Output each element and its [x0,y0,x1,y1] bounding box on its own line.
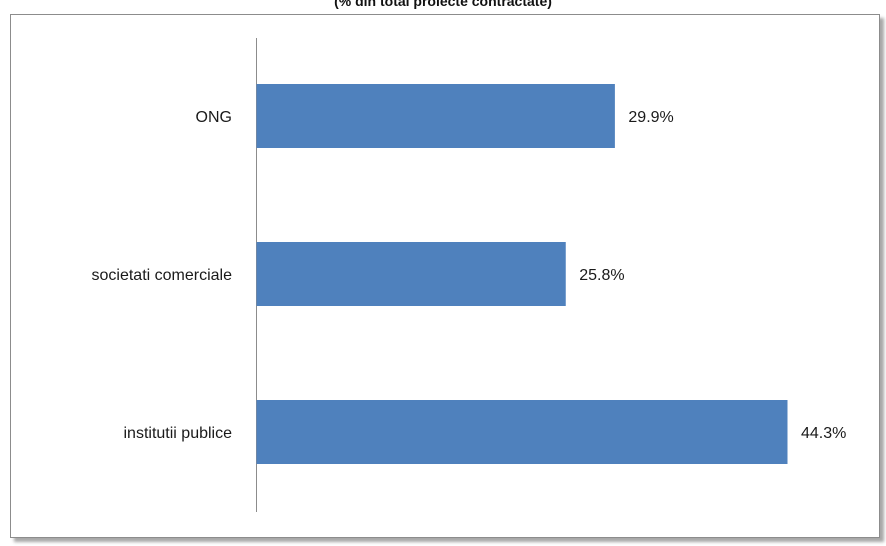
value-label: 44.3% [801,425,846,442]
bars-group: ONG 29.9% societati comerciale 25.8% institu… [92,84,846,464]
value-label: 25.8% [579,267,624,284]
bar-ONG [256,84,615,148]
value-label: 29.9% [628,109,673,126]
category-label: ONG [196,109,232,126]
chart-title: (% din total proiecte contractate) [334,0,552,9]
bar-societati-comerciale [256,242,566,306]
bar-institutii-publice [256,400,788,464]
category-label: societati comerciale [92,267,233,284]
category-label: institutii publice [124,425,233,442]
